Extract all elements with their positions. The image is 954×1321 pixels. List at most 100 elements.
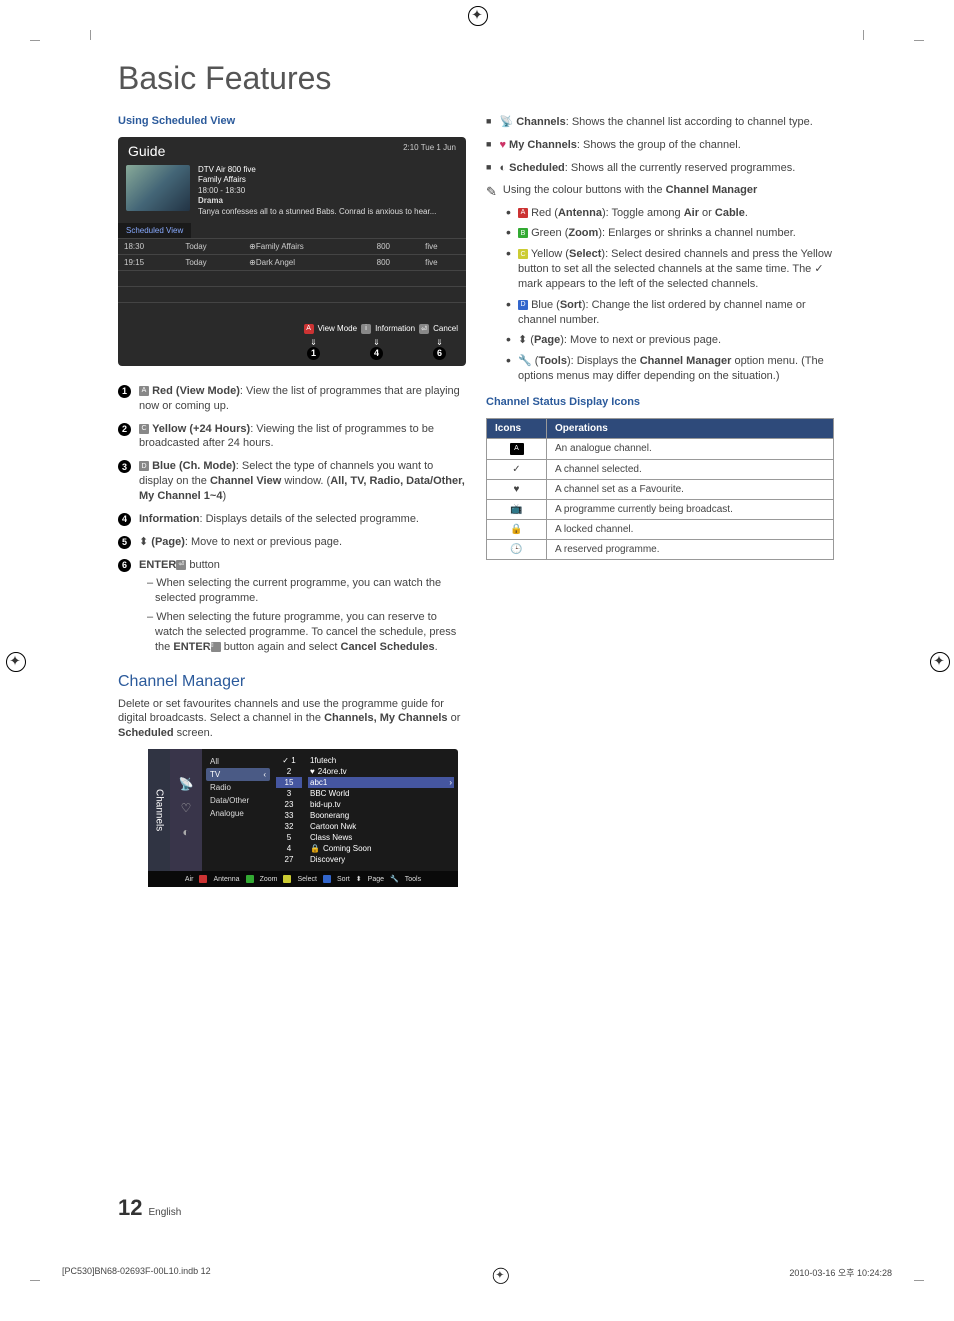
guide-channel: DTV Air 800 five	[198, 165, 436, 175]
pointer-6: 6	[433, 347, 446, 360]
tools-button[interactable]: Tools	[405, 876, 421, 883]
list-item[interactable]: BBC World	[308, 788, 454, 799]
page-title: Basic Features	[118, 60, 836, 97]
heart-icon[interactable]: ♡	[181, 801, 192, 815]
cm-footer: Air Antenna Zoom Select Sort ⬍Page 🔧Tool…	[148, 871, 458, 887]
enter-icon: ⏎	[176, 560, 186, 570]
list-item[interactable]: 1futech	[308, 755, 454, 766]
table-row[interactable]: 18:30 Today ⊕Family Affairs 800 five	[118, 238, 466, 254]
page-button[interactable]: Page	[368, 876, 384, 883]
feature-list: 📡 Channels: Shows the channel list accor…	[486, 115, 834, 176]
blue-d-icon: D	[518, 300, 528, 310]
table-row: 🔒A locked channel.	[487, 519, 834, 539]
analogue-a-icon: A	[510, 443, 524, 455]
list-item[interactable]: bid-up.tv	[308, 799, 454, 810]
antenna-icon[interactable]: 📡	[179, 777, 194, 791]
yellow-dot-icon	[283, 875, 291, 883]
cat-tv[interactable]: TV ‹	[206, 768, 270, 781]
tools-icon: 🔧	[518, 355, 532, 367]
table-row: 🕒A reserved programme.	[487, 539, 834, 559]
icon-table-heading: Channel Status Display Icons	[486, 396, 834, 408]
pointer-1: 1	[307, 347, 320, 360]
guide-genre: Drama	[198, 196, 436, 206]
red-a-icon: A	[139, 386, 149, 396]
cat-all[interactable]: All	[206, 755, 270, 768]
category-list: All TV ‹ Radio Data/Other Analogue	[202, 749, 274, 871]
table-row: AAn analogue channel.	[487, 438, 834, 459]
info-icon: i	[361, 324, 371, 334]
green-dot-icon	[246, 875, 254, 883]
icon-table: IconsOperations AAn analogue channel. ✓ A…	[486, 418, 834, 560]
list-item[interactable]: 🔒 Coming Soon	[308, 843, 454, 854]
tv-icon: 📺	[487, 499, 547, 519]
cat-analogue[interactable]: Analogue	[206, 807, 270, 820]
list-item[interactable]: abc1›	[308, 777, 454, 788]
crop-mark-left	[6, 652, 24, 670]
page-number: 12 English	[118, 1195, 181, 1221]
red-badge-icon: A	[304, 324, 314, 334]
list-item[interactable]: Discovery	[308, 854, 454, 865]
arrow-icon: ⇓	[310, 338, 317, 347]
antenna-icon: 📡	[499, 116, 513, 128]
list-item[interactable]: Boonerang	[308, 810, 454, 821]
cancel-icon: ⏎	[419, 324, 429, 334]
guide-time-range: 18:00 - 18:30	[198, 186, 436, 196]
cat-data[interactable]: Data/Other	[206, 794, 270, 807]
heart-icon: ♥	[499, 139, 506, 151]
heart-icon: ♥	[487, 479, 547, 499]
enter-icon: ⏎	[211, 642, 221, 652]
yellow-c-icon: C	[518, 249, 528, 259]
sub-item: When selecting the future programme, you…	[147, 610, 466, 655]
list-item[interactable]: Cartoon Nwk	[308, 821, 454, 832]
crop-mark-right	[930, 652, 948, 670]
operations-header: Operations	[547, 418, 834, 438]
arrow-icon: ⇓	[436, 338, 443, 347]
red-dot-icon	[199, 875, 207, 883]
footer-right: 2010-03-16 오후 10:24:28	[789, 1266, 892, 1284]
num-5: 5	[118, 536, 131, 549]
list-item[interactable]: ♥ 24ore.tv	[308, 766, 454, 777]
table-row: 📺A programme currently being broadcast.	[487, 499, 834, 519]
num-1: 1	[118, 385, 131, 398]
yellow-c-icon: C	[139, 424, 149, 434]
table-row: ♥A channel set as a Favourite.	[487, 479, 834, 499]
cat-radio[interactable]: Radio	[206, 781, 270, 794]
table-row[interactable]: 19:15 Today ⊕Dark Angel 800 five	[118, 254, 466, 270]
guide-desc: Tanya confesses all to a stunned Babs. C…	[198, 207, 436, 217]
channels-side-tab[interactable]: Channels	[148, 749, 170, 871]
view-mode-label[interactable]: View Mode	[318, 324, 357, 333]
guide-panel: Guide 2:10 Tue 1 Jun DTV Air 800 five Fa…	[118, 137, 466, 366]
channel-manager-panel: Channels 📡 ♡ ◐ All TV ‹ Radio Data/Other…	[148, 749, 458, 887]
print-footer: [PC530]BN68-02693F-00L10.indb 12 2010-03…	[62, 1266, 892, 1284]
clock-icon: 🕒	[487, 539, 547, 559]
updown-icon: ⬍	[356, 875, 362, 883]
list-item[interactable]: Class News	[308, 832, 454, 843]
note-icon: ✎	[486, 184, 497, 200]
scheduled-view-tab[interactable]: Scheduled View	[118, 223, 191, 238]
pointer-4: 4	[370, 347, 383, 360]
icons-header: Icons	[487, 418, 547, 438]
zoom-button[interactable]: Zoom	[260, 876, 278, 883]
check-icon: ✓	[487, 459, 547, 479]
green-b-icon: B	[518, 228, 528, 238]
blue-dot-icon	[323, 875, 331, 883]
guide-thumbnail	[126, 165, 190, 211]
guide-clock: 2:10 Tue 1 Jun	[403, 143, 456, 159]
lock-icon: 🔒	[310, 844, 320, 853]
channel-names: 1futech ♥ 24ore.tv abc1› BBC World bid-u…	[304, 749, 458, 871]
clock-icon[interactable]: ◐	[182, 825, 189, 839]
select-button[interactable]: Select	[297, 876, 316, 883]
heart-icon: ♥	[310, 767, 315, 776]
cancel-label[interactable]: Cancel	[433, 324, 458, 333]
information-label[interactable]: Information	[375, 324, 415, 333]
blue-d-icon: D	[139, 461, 149, 471]
updown-icon: ⬍	[518, 334, 527, 346]
antenna-button[interactable]: Antenna	[213, 876, 239, 883]
guide-programme: Family Affairs	[198, 175, 436, 185]
clock-icon: ◐	[499, 162, 506, 174]
guide-table: 18:30 Today ⊕Family Affairs 800 five 19:…	[118, 238, 466, 318]
footer-left: [PC530]BN68-02693F-00L10.indb 12	[62, 1266, 211, 1284]
numbered-list: 1 A Red (View Mode): View the list of pr…	[118, 384, 466, 659]
scheduled-view-heading: Using Scheduled View	[118, 115, 466, 127]
sort-button[interactable]: Sort	[337, 876, 350, 883]
